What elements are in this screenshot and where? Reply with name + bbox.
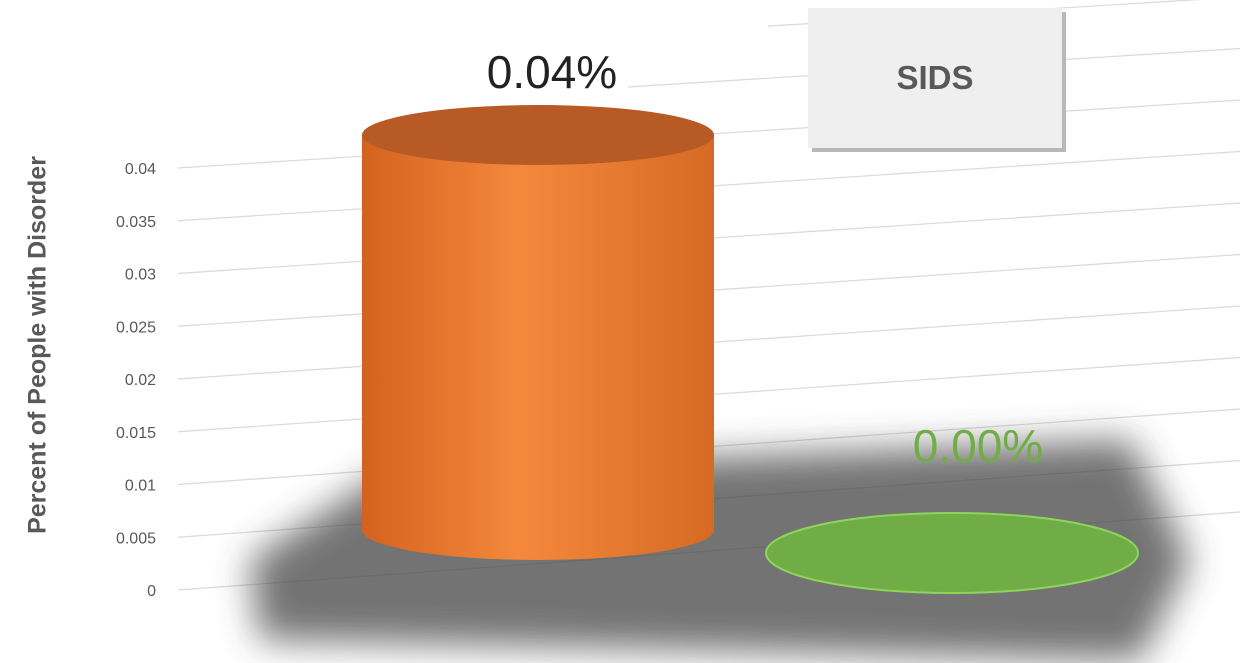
data-labels: 0.04% 0.00% — [487, 46, 1043, 472]
chart-title: SIDS — [808, 8, 1062, 148]
y-tick-label: 0.02 — [125, 372, 156, 389]
bar-2 — [765, 512, 1139, 594]
y-tick-label: 0.04 — [125, 161, 156, 178]
y-axis-ticks: 0 0.005 0.01 0.015 0.02 0.025 0.03 0.035 0.04 — [116, 161, 156, 600]
bars — [362, 105, 1139, 594]
bar-1 — [362, 105, 714, 560]
data-label: 0.00% — [913, 420, 1043, 472]
y-tick-label: 0.03 — [125, 267, 156, 284]
bar-top — [362, 105, 714, 165]
data-label: 0.04% — [487, 46, 617, 98]
y-tick-label: 0 — [147, 583, 156, 600]
y-tick-label: 0.025 — [116, 319, 156, 336]
y-axis-title: Percent of People with Disorder — [23, 156, 52, 534]
bar-body — [362, 135, 714, 560]
y-tick-label: 0.015 — [116, 425, 156, 442]
y-tick-label: 0.005 — [116, 530, 156, 547]
y-tick-label: 0.035 — [116, 214, 156, 231]
y-tick-label: 0.01 — [125, 478, 156, 495]
bar-top — [765, 512, 1139, 594]
